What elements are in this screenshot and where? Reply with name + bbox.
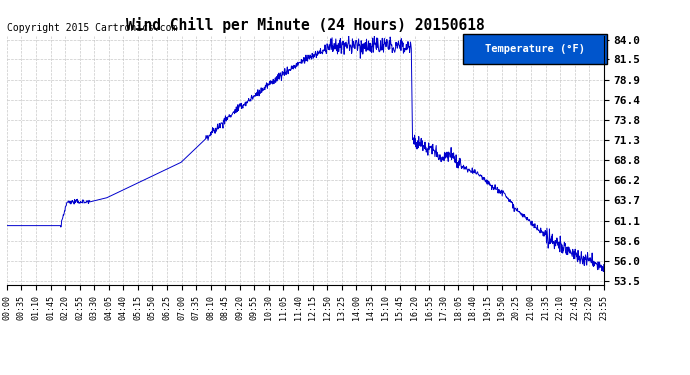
- Text: Temperature (°F): Temperature (°F): [485, 44, 585, 54]
- FancyBboxPatch shape: [464, 34, 607, 64]
- Title: Wind Chill per Minute (24 Hours) 20150618: Wind Chill per Minute (24 Hours) 2015061…: [126, 17, 484, 33]
- Text: Copyright 2015 Cartronics.com: Copyright 2015 Cartronics.com: [8, 23, 178, 33]
